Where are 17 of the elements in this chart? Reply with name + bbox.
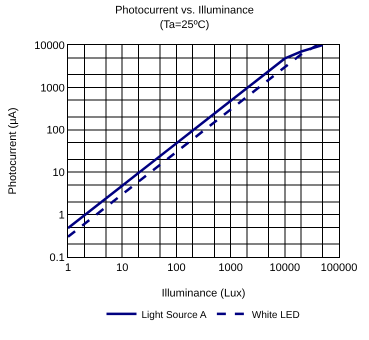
- x-tick-label: 10000: [270, 262, 300, 274]
- y-tick-label: 1000: [40, 82, 65, 94]
- x-axis-title: Illuminance (Lux): [162, 287, 246, 300]
- legend-label: White LED: [252, 310, 300, 321]
- x-tick-label: 1000: [218, 262, 243, 274]
- x-tick-label: 100000: [320, 262, 358, 274]
- x-tick-label: 100: [167, 262, 186, 274]
- y-tick-label: 100: [46, 124, 65, 137]
- chart-title: Photocurrent vs. Illuminance: [115, 4, 254, 17]
- y-tick-label: 0.1: [50, 252, 65, 264]
- y-tick-label: 1: [58, 209, 65, 222]
- legend-label: Light Source A: [142, 310, 207, 321]
- x-tick-label: 10: [116, 262, 128, 274]
- y-tick-label: 10: [52, 167, 65, 180]
- chart-subtitle: (Ta=25ºC): [160, 18, 210, 31]
- y-axis-title: Photocurrent (μA): [6, 107, 19, 195]
- y-tick-label: 10000: [34, 40, 65, 52]
